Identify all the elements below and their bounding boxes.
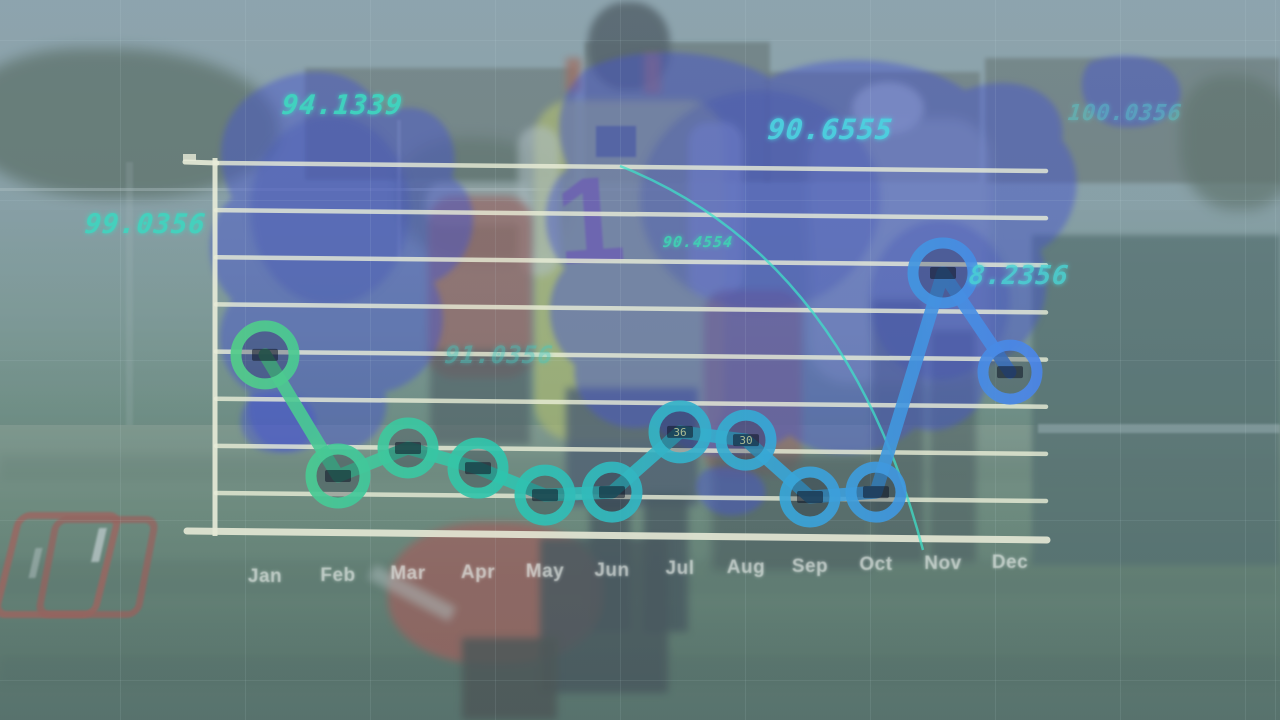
data-point-label-bg bbox=[465, 462, 491, 475]
player-bent-shorts bbox=[540, 538, 668, 693]
player-shorts bbox=[430, 350, 530, 445]
fence-rail bbox=[0, 188, 672, 191]
player-bent-head bbox=[462, 638, 557, 720]
fence-post bbox=[126, 162, 133, 530]
month-label-aug: Aug bbox=[726, 556, 766, 578]
trees bbox=[1180, 75, 1280, 210]
map-island bbox=[1081, 55, 1181, 128]
gridline bbox=[213, 207, 1049, 221]
gridline bbox=[213, 255, 1049, 268]
x-axis bbox=[183, 527, 1051, 544]
month-label-jul: Jul bbox=[665, 558, 695, 580]
data-point-label-bg bbox=[797, 490, 823, 503]
data-point-label-bg bbox=[863, 486, 889, 499]
month-label-feb: Feb bbox=[320, 564, 356, 586]
y-axis-nub bbox=[183, 154, 196, 161]
stand-shadow bbox=[1032, 235, 1280, 565]
data-point-label-bg bbox=[252, 348, 278, 361]
month-label-oct: Oct bbox=[859, 554, 893, 576]
month-label-dec: Dec bbox=[991, 551, 1029, 573]
data-point-label-bg bbox=[733, 434, 759, 447]
data-point-label-bg bbox=[930, 266, 956, 279]
sunglasses-strap bbox=[644, 54, 661, 94]
month-label-apr: Apr bbox=[460, 562, 496, 584]
gridline bbox=[213, 302, 1049, 315]
data-point-label-bg bbox=[395, 441, 421, 454]
player-red-bib bbox=[428, 196, 532, 378]
trees bbox=[0, 48, 280, 198]
player-leg bbox=[930, 330, 976, 562]
data-point-label-bg bbox=[532, 489, 558, 502]
data-point-label-bg bbox=[599, 486, 625, 499]
fence-post bbox=[397, 120, 401, 260]
data-point-label-bg bbox=[997, 366, 1023, 379]
month-label-jun: Jun bbox=[594, 559, 630, 581]
month-label-nov: Nov bbox=[924, 553, 962, 574]
month-label-may: May bbox=[525, 560, 565, 582]
data-point-label-bg bbox=[325, 470, 351, 483]
goalkeeper-sleeve bbox=[688, 122, 743, 297]
data-point-label: 30 bbox=[739, 434, 752, 447]
month-label-jan: Jan bbox=[247, 566, 283, 587]
data-point-label-bg bbox=[667, 425, 693, 438]
month-label-mar: Mar bbox=[390, 563, 426, 585]
month-label-sep: Sep bbox=[791, 555, 829, 577]
barrier-rail bbox=[1038, 424, 1280, 433]
map-island bbox=[696, 466, 766, 516]
gridline bbox=[213, 443, 1049, 457]
y-axis-top-tick bbox=[182, 159, 220, 166]
jersey-patch bbox=[596, 126, 636, 157]
gridline bbox=[213, 160, 1049, 174]
sunglasses-strap bbox=[566, 58, 581, 92]
data-point-label: 36 bbox=[673, 426, 686, 439]
gridline bbox=[213, 349, 1049, 362]
